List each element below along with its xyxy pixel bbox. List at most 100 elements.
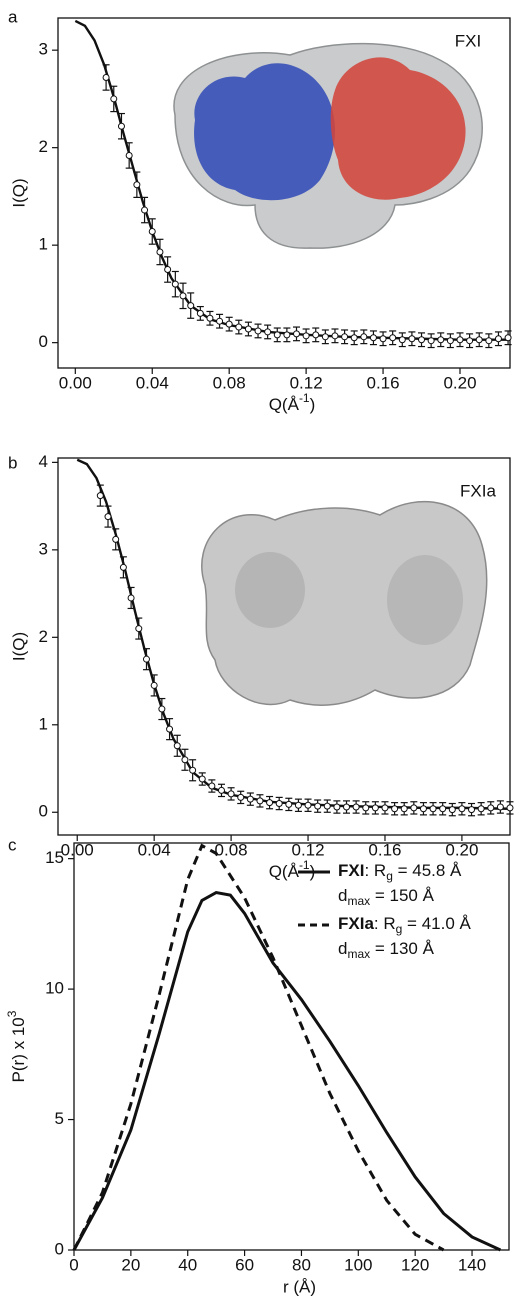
x-axis-label-part: -1: [299, 391, 310, 405]
data-point: [305, 802, 311, 808]
data-point: [245, 326, 251, 332]
data-point: [265, 329, 271, 335]
data-point: [103, 74, 109, 80]
x-axis-label: r (Å): [283, 1277, 316, 1296]
data-point: [209, 783, 215, 789]
data-point: [257, 798, 263, 804]
data-point: [165, 267, 171, 273]
data-point: [286, 801, 292, 807]
legend-label-part: max: [347, 947, 370, 961]
legend-label-part: : R: [374, 914, 396, 933]
y-tick-label: 2: [39, 137, 48, 156]
data-point: [488, 805, 494, 811]
figure: aFXI0.000.040.080.120.160.200123Q(Å-1)I(…: [0, 0, 516, 1307]
plot-frame: [74, 843, 509, 1250]
data-point: [392, 806, 398, 812]
y-axis-label: I(Q): [9, 632, 28, 661]
data-point: [151, 682, 157, 688]
x-tick-label: 0.20: [443, 373, 476, 392]
data-point: [370, 335, 376, 341]
data-point: [295, 802, 301, 808]
data-point: [420, 806, 426, 812]
x-axis-label: Q(Å-1): [269, 391, 316, 414]
x-tick-label: 60: [235, 1255, 254, 1274]
x-tick-label: 100: [344, 1255, 372, 1274]
legend-label: dmax = 130 Å: [338, 939, 435, 961]
legend-label: FXIa: Rg = 41.0 Å: [338, 914, 472, 936]
data-point: [372, 805, 378, 811]
legend-label-part: = 150 Å: [370, 886, 434, 905]
data-point: [459, 806, 465, 812]
data-point: [136, 626, 142, 632]
x-tick-label: 40: [178, 1255, 197, 1274]
pr-curve: [74, 846, 444, 1250]
data-point: [276, 801, 282, 807]
data-point: [469, 807, 475, 813]
data-point: [440, 806, 446, 812]
data-point: [128, 595, 134, 601]
legend-label-part: max: [347, 894, 370, 908]
x-tick-label: 20: [121, 1255, 140, 1274]
x-tick-label: 0.08: [213, 373, 246, 392]
data-point: [274, 332, 280, 338]
data-point: [390, 335, 396, 341]
y-tick-label: 1: [39, 714, 48, 733]
data-point: [217, 318, 223, 324]
data-point: [218, 787, 224, 793]
legend-label-part: d: [338, 939, 347, 958]
y-tick-label: 0: [55, 1239, 64, 1258]
data-point: [126, 152, 132, 158]
y-tick-label: 4: [39, 452, 48, 471]
data-point: [497, 804, 503, 810]
data-point: [322, 334, 328, 340]
data-point: [134, 182, 140, 188]
legend-label-part: = 45.8 Å: [393, 861, 462, 880]
data-point: [267, 800, 273, 806]
data-point: [159, 706, 165, 712]
data-point: [142, 207, 148, 213]
data-point: [111, 96, 117, 102]
legend-label-part: g: [396, 922, 403, 936]
data-point: [313, 332, 319, 338]
x-axis-label-part: Q(Å: [269, 862, 300, 881]
data-point: [105, 514, 111, 520]
data-point: [380, 336, 386, 342]
x-tick-label: 0.00: [59, 373, 92, 392]
legend-label: FXI: Rg = 45.8 Å: [338, 861, 462, 883]
data-point: [411, 805, 417, 811]
data-point: [457, 337, 463, 343]
data-point: [382, 805, 388, 811]
panel-label: c: [8, 835, 17, 854]
y-tick-label: 2: [39, 627, 48, 646]
data-point: [438, 337, 444, 343]
data-point: [167, 726, 173, 732]
data-point: [120, 564, 126, 570]
inset-label: FXI: [455, 31, 481, 50]
x-tick-label: 80: [292, 1255, 311, 1274]
data-point: [430, 806, 436, 812]
structure-image-fxia: [202, 502, 487, 706]
data-point: [344, 804, 350, 810]
data-point: [143, 656, 149, 662]
panel-label: b: [8, 453, 17, 472]
data-point: [113, 536, 119, 542]
inset-label: FXIa: [460, 481, 496, 500]
x-tick-label: 0.12: [290, 373, 323, 392]
y-axis-label: P(r) x 103: [5, 1010, 28, 1082]
x-tick-label: 0.16: [367, 373, 400, 392]
data-point: [188, 303, 194, 309]
data-point: [197, 310, 203, 316]
y-tick-label: 1: [39, 235, 48, 254]
legend-label-part: d: [338, 886, 347, 905]
data-point: [332, 333, 338, 339]
data-point: [182, 757, 188, 763]
data-point: [294, 331, 300, 337]
data-point: [505, 335, 511, 341]
data-point: [353, 804, 359, 810]
legend-label-part: FXI: [338, 861, 364, 880]
data-point: [190, 767, 196, 773]
data-point: [478, 806, 484, 812]
data-point: [236, 324, 242, 330]
data-point: [174, 743, 180, 749]
data-point: [409, 336, 415, 342]
